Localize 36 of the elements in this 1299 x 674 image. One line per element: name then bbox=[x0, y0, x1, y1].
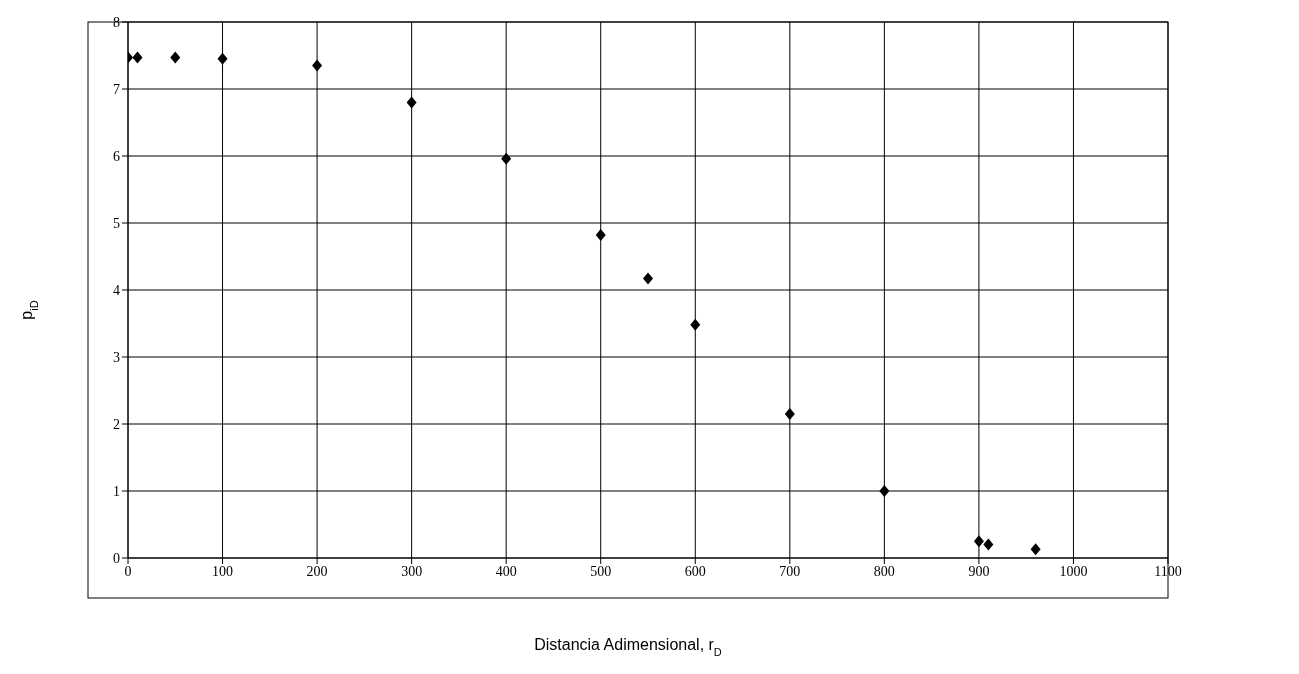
x-axis-title: Distancia Adimensional, r$_{D}$ bbox=[534, 636, 722, 658]
x-tick-label: 800 bbox=[873, 563, 895, 579]
y-tick-label: 3 bbox=[113, 349, 120, 365]
point bbox=[784, 407, 795, 420]
point bbox=[595, 229, 606, 242]
point bbox=[501, 152, 512, 165]
y-tick-label: 0 bbox=[113, 550, 120, 566]
x-tick-label: 200 bbox=[306, 563, 328, 579]
x-tick-label: 700 bbox=[779, 563, 801, 579]
point bbox=[879, 485, 890, 497]
point bbox=[643, 272, 653, 285]
y-tick-label: 2 bbox=[113, 416, 120, 432]
point bbox=[1030, 543, 1041, 556]
point bbox=[406, 96, 417, 109]
y-tick-label: 5 bbox=[113, 215, 120, 231]
point bbox=[983, 538, 994, 551]
x-tick-label: 400 bbox=[495, 563, 517, 579]
x-tick-label: 1100 bbox=[1154, 563, 1182, 579]
x-tick-label: 900 bbox=[968, 563, 990, 579]
x-tick-label: 500 bbox=[590, 563, 612, 579]
point bbox=[132, 51, 143, 64]
y-tick-label: 7 bbox=[113, 81, 120, 97]
y-tick-label: 6 bbox=[113, 148, 120, 164]
point bbox=[170, 51, 181, 64]
y-tick-label: 1 bbox=[113, 483, 120, 499]
point bbox=[217, 52, 228, 65]
x-tick-label: 100 bbox=[212, 563, 234, 579]
point bbox=[973, 535, 984, 548]
x-tick-label: 1000 bbox=[1059, 563, 1088, 579]
y-tick-label: 4 bbox=[113, 282, 120, 298]
point bbox=[312, 59, 323, 72]
x-tick-label: 600 bbox=[684, 563, 706, 579]
x-tick-label: 0 bbox=[124, 563, 132, 579]
y-tick-label: 8 bbox=[113, 14, 120, 30]
x-tick-label: 300 bbox=[401, 563, 423, 579]
point bbox=[690, 318, 701, 331]
